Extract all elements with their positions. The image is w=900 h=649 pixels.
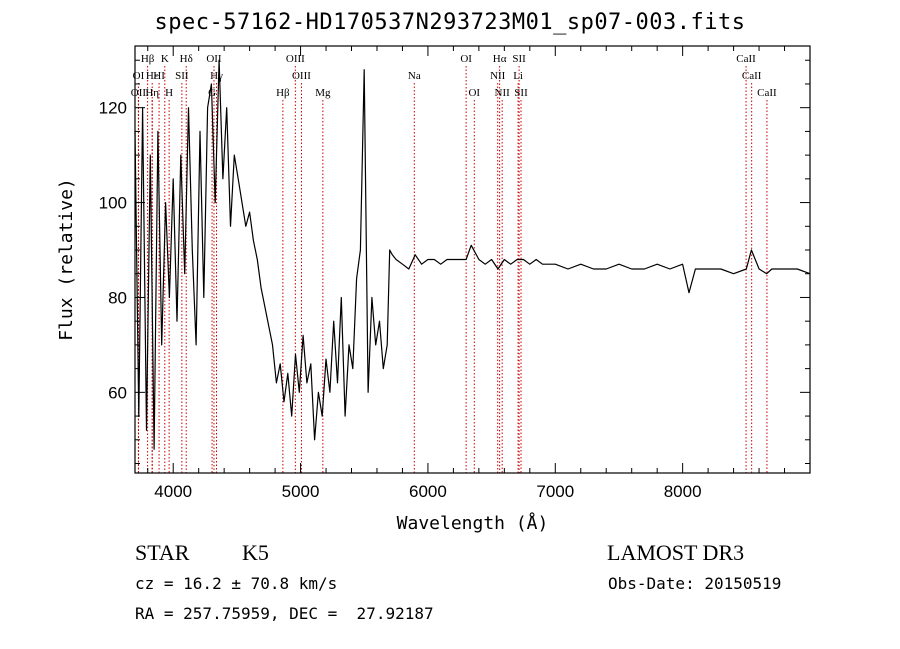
x-tick-label: 4000 <box>154 482 192 501</box>
y-tick-label: 80 <box>108 288 127 307</box>
line-marker-label: CaII <box>742 70 762 82</box>
line-marker-label: Hη <box>145 87 159 99</box>
line-marker-label: Na <box>408 70 421 82</box>
x-tick-label: 6000 <box>409 482 447 501</box>
line-marker-label: NII <box>495 87 511 99</box>
redshift-text: cz = 16.2 ± 70.8 km/s <box>135 574 338 593</box>
spectrum-line <box>134 59 811 450</box>
line-marker-label: K <box>161 53 169 65</box>
line-marker-label: OIII <box>286 53 305 65</box>
chart-title: spec-57162-HD170537N293723M01_sp07-003.f… <box>154 10 746 35</box>
line-marker-label: Hε <box>146 70 159 82</box>
line-marker-label: OI <box>133 70 145 82</box>
line-marker-label: NII <box>490 70 506 82</box>
x-tick-label: 7000 <box>536 482 574 501</box>
line-marker-label: Li <box>513 70 523 82</box>
line-marker-label: OIII <box>292 70 311 82</box>
line-marker-label: CaII <box>736 53 756 65</box>
line-marker-label: SII <box>175 70 189 82</box>
y-axis-label: Flux (relative) <box>56 178 77 341</box>
line-marker-label: OI <box>460 53 472 65</box>
x-axis-label: Wavelength (Å) <box>397 512 549 534</box>
line-marker-label: OI <box>468 87 480 99</box>
survey-label: LAMOST DR3 <box>607 540 745 565</box>
x-tick-label: 5000 <box>282 482 320 501</box>
y-tick-label: 60 <box>108 383 127 402</box>
coords-text: RA = 257.75959, DEC = 27.92187 <box>135 604 434 623</box>
line-marker-label: SII <box>512 53 526 65</box>
subclass: K5 <box>242 540 269 565</box>
line-marker-label: CaII <box>757 87 777 99</box>
plot-frame <box>134 45 811 474</box>
line-marker-label: Mg <box>315 87 331 99</box>
line-marker-label: SII <box>514 87 528 99</box>
line-marker-label: HI <box>153 70 165 82</box>
obs-date-text: Obs-Date: 20150519 <box>608 574 782 593</box>
line-marker-label: Hα <box>493 53 507 65</box>
y-tick-label: 120 <box>99 99 127 118</box>
line-marker-label: H <box>165 87 173 99</box>
line-marker-label: Hβ <box>276 87 290 99</box>
line-marker-label: Hγ <box>210 70 223 82</box>
line-marker-label: OII <box>206 53 222 65</box>
line-marker-label: Hδ <box>180 53 193 65</box>
y-tick-label: 100 <box>99 194 127 213</box>
line-marker-label: OII <box>131 87 147 99</box>
x-tick-label: 8000 <box>664 482 702 501</box>
line-marker-label: Hβ <box>141 53 155 65</box>
object-type: STAR <box>135 540 190 565</box>
